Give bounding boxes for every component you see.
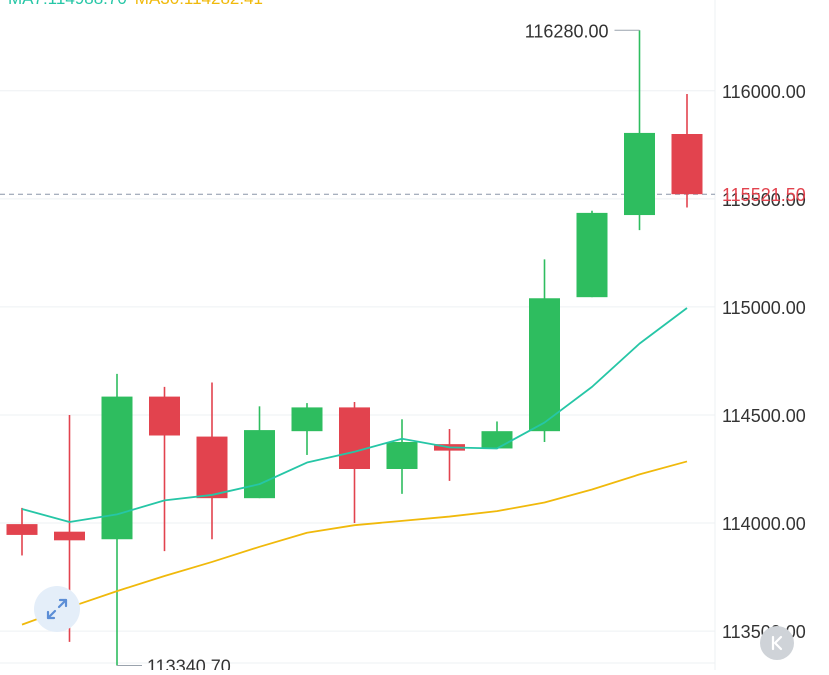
candle-up: [624, 30, 655, 231]
ma7-line: [21, 307, 688, 523]
y-tick-label: 116000.00: [722, 82, 806, 102]
candle-up: [386, 419, 418, 494]
candle-up: [529, 259, 560, 442]
candle-body: [149, 396, 180, 436]
candle-up: [291, 403, 323, 455]
candle-body: [386, 441, 418, 469]
candle-body: [101, 396, 133, 540]
candle-up: [244, 406, 275, 499]
candle-body: [244, 430, 275, 499]
candle-down: [6, 507, 38, 556]
candle-down: [339, 402, 370, 524]
y-tick-label: 115000.00: [722, 298, 806, 318]
y-tick-label: 115500.00: [722, 190, 806, 210]
candle-up: [576, 210, 608, 298]
candle-body: [54, 531, 85, 541]
candle-up: [481, 421, 513, 449]
candle-body: [339, 407, 370, 469]
candle-body: [196, 436, 228, 499]
candle-body: [576, 212, 608, 298]
low-price-label: 113340.70: [147, 657, 231, 670]
fit-chart-button[interactable]: [34, 586, 80, 632]
candle-down: [149, 386, 180, 552]
ma30-line: [21, 460, 688, 626]
candle-body: [624, 132, 655, 216]
ma7-legend-label: MA7:114988.70: [8, 0, 127, 8]
scroll-to-latest-button[interactable]: [760, 626, 794, 660]
candle-down: [671, 94, 703, 208]
scroll-to-latest-icon: [771, 635, 783, 651]
y-tick-label: 114000.00: [722, 514, 806, 534]
high-price-label: 116280.00: [525, 21, 609, 41]
y-tick-label: 114500.00: [722, 406, 806, 426]
expand-arrows-icon: [46, 598, 68, 620]
candle-body: [529, 298, 560, 432]
candle-down: [196, 382, 228, 540]
candle-body: [291, 407, 323, 432]
candle-body: [6, 524, 38, 535]
candle-body: [671, 134, 703, 195]
ma-legend: MA7:114988.70 MA30:114282.41: [8, 0, 263, 9]
candle-body: [481, 431, 513, 449]
candle-down: [434, 429, 465, 481]
candle-up: [101, 373, 133, 666]
ma30-legend-label: MA30:114282.41: [135, 0, 263, 8]
current-price-label: 115521.50: [722, 185, 806, 205]
